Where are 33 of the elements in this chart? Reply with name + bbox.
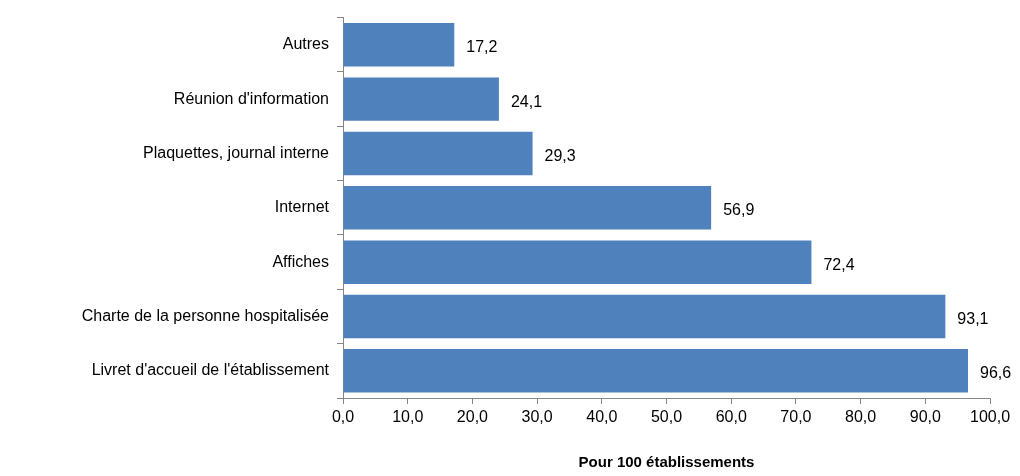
- bar: [343, 349, 968, 393]
- y-tick-label: Charte de la personne hospitalisée: [81, 306, 330, 324]
- data-label: 24,1: [510, 92, 543, 110]
- x-tick-label: 50,0: [650, 408, 683, 426]
- bar: [343, 186, 712, 230]
- y-tick-label: Réunion d'information: [173, 89, 329, 107]
- data-label: 72,4: [823, 255, 855, 273]
- x-tick-label: 0,0: [331, 408, 355, 426]
- data-label: 29,3: [544, 146, 576, 164]
- y-tick-label: Autres: [282, 35, 329, 53]
- x-tick-label: 20,0: [456, 408, 489, 426]
- x-tick-label: 90,0: [909, 408, 941, 426]
- y-tick-label: Plaquettes, journal interne: [143, 143, 330, 161]
- y-tick-label: Affiches: [272, 252, 329, 270]
- bar: [343, 240, 812, 284]
- x-tick-label: 30,0: [521, 408, 553, 426]
- x-tick-label: 70,0: [780, 408, 812, 426]
- data-label: 93,1: [957, 309, 989, 327]
- x-tick-label: 60,0: [715, 408, 747, 426]
- y-tick-label: Internet: [274, 198, 330, 216]
- bar: [343, 294, 946, 339]
- x-tick-label: 40,0: [586, 408, 618, 426]
- x-tick-label: 10,0: [392, 408, 424, 426]
- bar: [343, 77, 499, 121]
- bar: [343, 23, 455, 67]
- x-axis-title: Pour 100 établissements: [578, 453, 755, 471]
- data-label: 96,6: [980, 364, 1012, 382]
- data-label: 56,9: [723, 201, 755, 219]
- x-tick-label: 80,0: [845, 408, 877, 426]
- data-label: 17,2: [466, 38, 498, 56]
- x-tick-label: 100,0: [969, 408, 1011, 426]
- bar: [343, 131, 533, 176]
- y-tick-label: Livret d'accueil de l'établissement: [91, 361, 330, 379]
